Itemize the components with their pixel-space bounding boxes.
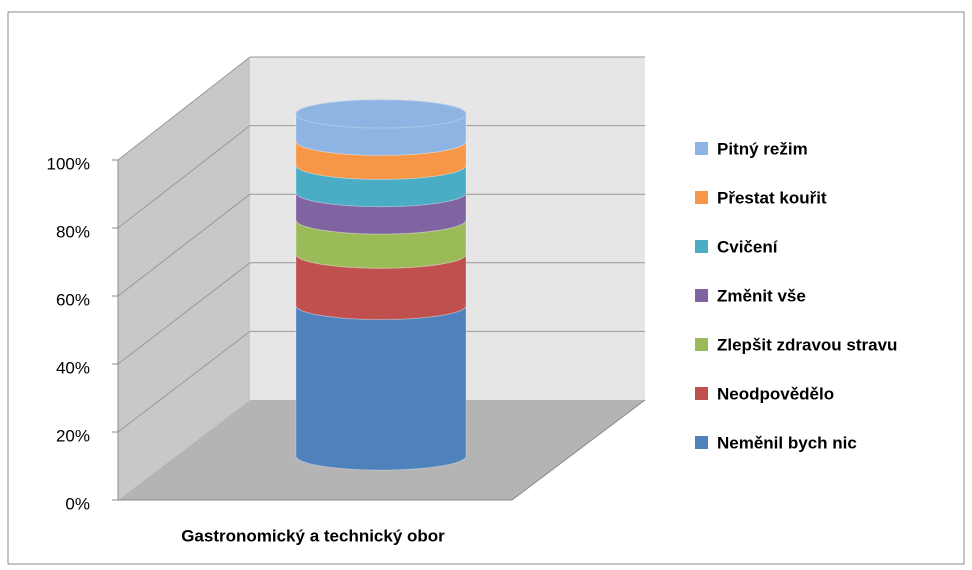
y-tick-label: 0% — [65, 494, 90, 513]
legend-swatch — [695, 191, 708, 204]
y-tick-label: 40% — [56, 358, 90, 377]
side-wall — [118, 57, 250, 500]
grid-line — [117, 331, 251, 433]
grid-line — [117, 262, 251, 365]
grid-line — [117, 56, 251, 161]
legend-swatch — [695, 436, 708, 449]
y-tick-label: 20% — [56, 426, 90, 445]
y-tick-label: 60% — [56, 290, 90, 309]
y-tick-label: 100% — [47, 154, 90, 173]
legend-label: Cvičení — [717, 237, 779, 256]
floor-edge — [511, 399, 646, 501]
legend-swatch — [695, 289, 708, 302]
legend-label: Zlepšit zdravou stravu — [717, 335, 897, 354]
legend-label: Přestat kouřit — [717, 188, 827, 207]
cylinder-segment — [295, 305, 467, 471]
cylinder-top — [295, 99, 467, 129]
grid-line — [117, 125, 251, 229]
legend-label: Změnit vše — [717, 286, 806, 305]
y-tick-label: 80% — [56, 222, 90, 241]
x-tick-label: Gastronomický a technický obor — [181, 526, 445, 545]
legend-swatch — [695, 387, 708, 400]
legend-label: Neodpovědělo — [717, 384, 834, 403]
legend-swatch — [695, 240, 708, 253]
legend-label: Pitný režim — [717, 139, 808, 158]
legend-label: Neměnil bych nic — [717, 433, 857, 452]
legend-swatch — [695, 338, 708, 351]
grid-line — [117, 193, 251, 297]
legend-swatch — [695, 142, 708, 155]
